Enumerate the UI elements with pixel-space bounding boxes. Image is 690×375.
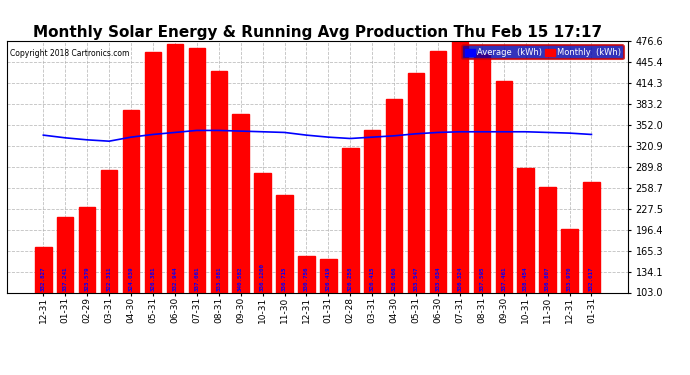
Text: 326.419: 326.419 xyxy=(326,267,331,291)
Bar xyxy=(583,182,600,292)
Text: 340.582: 340.582 xyxy=(238,267,243,291)
Text: 336.715: 336.715 xyxy=(282,267,287,291)
Bar xyxy=(233,114,249,292)
Bar xyxy=(473,54,490,292)
Bar xyxy=(79,207,95,292)
Text: 326.381: 326.381 xyxy=(150,267,155,291)
Text: 330.756: 330.756 xyxy=(304,267,309,291)
Text: 337.241: 337.241 xyxy=(63,267,68,291)
Text: 324.039: 324.039 xyxy=(128,267,134,291)
Text: 336.1200: 336.1200 xyxy=(260,263,265,291)
Bar xyxy=(408,73,424,292)
Bar xyxy=(123,110,139,292)
Bar xyxy=(342,148,359,292)
Bar xyxy=(188,48,205,292)
Bar xyxy=(561,229,578,292)
Text: 333.547: 333.547 xyxy=(413,267,419,291)
Text: 336.324: 336.324 xyxy=(457,267,462,291)
Bar xyxy=(276,195,293,292)
Bar xyxy=(210,71,227,292)
Bar xyxy=(101,170,117,292)
Text: 337.595: 337.595 xyxy=(480,267,484,291)
Bar xyxy=(35,248,52,292)
Text: 322.311: 322.311 xyxy=(107,267,112,291)
Text: 333.034: 333.034 xyxy=(435,267,440,291)
Text: 326.258: 326.258 xyxy=(348,267,353,291)
Bar xyxy=(495,81,512,292)
Text: 333.881: 333.881 xyxy=(216,267,221,291)
Text: 332.827: 332.827 xyxy=(41,267,46,291)
Text: Copyright 2018 Cartronics.com: Copyright 2018 Cartronics.com xyxy=(10,49,130,58)
Text: 332.944: 332.944 xyxy=(172,267,177,291)
Bar xyxy=(145,53,161,292)
Bar xyxy=(540,187,556,292)
Text: 332.617: 332.617 xyxy=(589,267,594,291)
Text: 337.061: 337.061 xyxy=(195,267,199,291)
Text: 337.461: 337.461 xyxy=(501,267,506,291)
Legend: Average  (kWh), Monthly  (kWh): Average (kWh), Monthly (kWh) xyxy=(462,45,624,59)
Bar xyxy=(518,168,534,292)
Text: 326.666: 326.666 xyxy=(392,267,397,291)
Bar xyxy=(430,51,446,292)
Bar xyxy=(298,255,315,292)
Text: 336.807: 336.807 xyxy=(545,267,550,291)
Bar xyxy=(452,38,468,292)
Text: 338.454: 338.454 xyxy=(523,267,528,291)
Title: Monthly Solar Energy & Running Avg Production Thu Feb 15 17:17: Monthly Solar Energy & Running Avg Produ… xyxy=(33,25,602,40)
Text: 333.970: 333.970 xyxy=(567,267,572,291)
Bar xyxy=(320,259,337,292)
Bar xyxy=(57,217,74,292)
Bar xyxy=(255,174,270,292)
Bar xyxy=(364,130,380,292)
Text: 326.415: 326.415 xyxy=(370,267,375,291)
Bar xyxy=(386,99,402,292)
Bar xyxy=(167,44,183,292)
Text: 323.579: 323.579 xyxy=(85,267,90,291)
